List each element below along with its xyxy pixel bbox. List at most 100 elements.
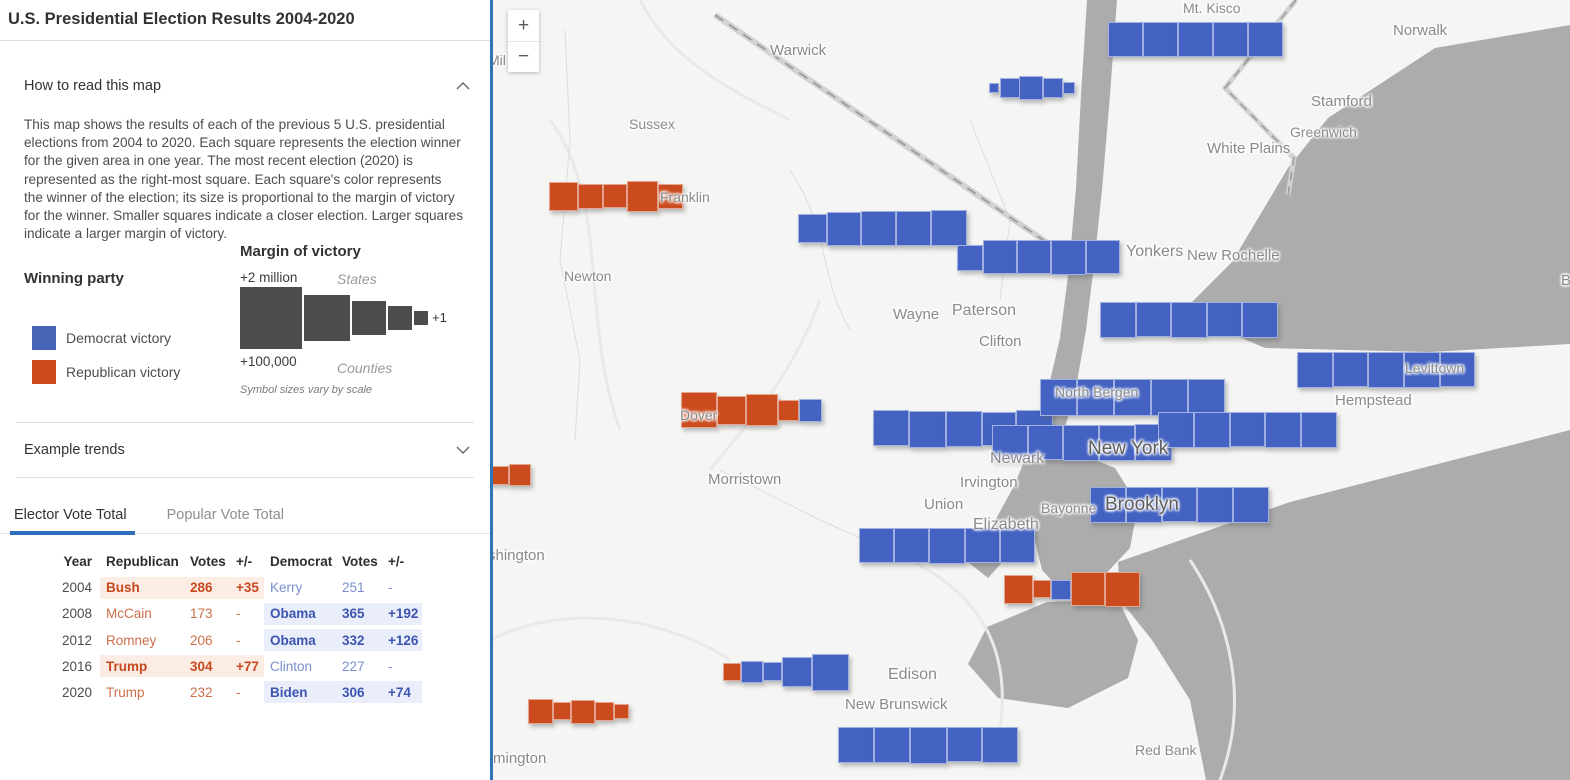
election-square-democrat[interactable]	[1043, 78, 1063, 98]
election-square-democrat[interactable]	[983, 240, 1017, 274]
election-square-democrat[interactable]	[957, 245, 983, 271]
election-square-republican[interactable]	[778, 400, 799, 421]
election-square-democrat[interactable]	[1000, 78, 1020, 98]
election-square-republican[interactable]	[1105, 572, 1140, 607]
election-square-republican[interactable]	[627, 181, 658, 212]
election-square-republican[interactable]	[1071, 572, 1105, 606]
election-square-democrat[interactable]	[1019, 76, 1043, 100]
election-square-democrat[interactable]	[1114, 379, 1151, 416]
election-square-republican[interactable]	[681, 392, 717, 428]
election-square-democrat[interactable]	[1207, 302, 1242, 337]
election-square-democrat[interactable]	[763, 662, 782, 681]
election-square-democrat[interactable]	[894, 528, 929, 563]
column-header: +/-	[388, 554, 405, 570]
election-square-democrat[interactable]	[782, 657, 812, 687]
election-square-democrat[interactable]	[910, 727, 947, 764]
election-square-democrat[interactable]	[1063, 82, 1075, 94]
election-square-democrat[interactable]	[799, 399, 822, 422]
election-square-republican[interactable]	[1033, 580, 1051, 598]
election-square-democrat[interactable]	[812, 654, 849, 691]
election-square-republican[interactable]	[509, 464, 531, 486]
election-square-democrat[interactable]	[1158, 412, 1194, 448]
election-square-democrat[interactable]	[1051, 240, 1086, 275]
election-square-democrat[interactable]	[1404, 352, 1440, 388]
election-square-democrat[interactable]	[874, 727, 910, 763]
election-square-democrat[interactable]	[873, 410, 909, 446]
election-square-democrat[interactable]	[929, 528, 965, 564]
election-square-republican[interactable]	[578, 184, 603, 209]
election-square-democrat[interactable]	[1099, 425, 1135, 461]
election-square-democrat[interactable]	[1136, 302, 1171, 337]
election-square-democrat[interactable]	[1230, 412, 1265, 447]
election-square-democrat[interactable]	[1017, 240, 1051, 274]
election-square-democrat[interactable]	[1077, 379, 1114, 416]
election-square-democrat[interactable]	[982, 727, 1018, 763]
election-square-democrat[interactable]	[838, 727, 874, 763]
election-square-democrat[interactable]	[1126, 487, 1162, 523]
election-square-republican[interactable]	[549, 182, 578, 211]
election-square-democrat[interactable]	[1178, 22, 1213, 57]
map-canvas[interactable]: Mil Warwick Mt. Kisco Norwalk Sussex Stamford…	[490, 0, 1570, 780]
election-square-democrat[interactable]	[1108, 22, 1143, 57]
election-square-republican[interactable]	[528, 699, 553, 724]
election-square-democrat[interactable]	[1100, 302, 1136, 338]
tab-elector-vote-total[interactable]: Elector Vote Total	[10, 501, 135, 536]
election-square-democrat[interactable]	[1265, 412, 1301, 448]
election-square-democrat[interactable]	[947, 727, 982, 762]
election-square-democrat[interactable]	[1440, 352, 1475, 387]
election-square-democrat[interactable]	[861, 211, 896, 246]
chevron-up-icon[interactable]	[456, 77, 470, 95]
election-square-democrat[interactable]	[1197, 487, 1233, 523]
election-square-democrat[interactable]	[931, 210, 967, 246]
zoom-out-button[interactable]: −	[508, 41, 539, 72]
election-square-republican[interactable]	[614, 704, 629, 719]
election-square-democrat[interactable]	[1086, 240, 1120, 274]
election-square-democrat[interactable]	[1000, 528, 1035, 563]
election-square-democrat[interactable]	[1090, 487, 1126, 523]
election-square-democrat[interactable]	[1063, 425, 1099, 461]
election-square-democrat[interactable]	[992, 425, 1028, 461]
election-square-democrat[interactable]	[1333, 352, 1368, 387]
election-square-democrat[interactable]	[989, 83, 999, 93]
election-square-democrat[interactable]	[741, 661, 763, 683]
election-square-democrat[interactable]	[1242, 302, 1278, 338]
election-square-democrat[interactable]	[896, 211, 931, 246]
election-square-republican[interactable]	[595, 702, 614, 721]
election-square-democrat[interactable]	[965, 528, 1000, 563]
election-square-democrat[interactable]	[1040, 379, 1077, 416]
place-label: Greenwich	[1290, 124, 1357, 140]
election-square-republican[interactable]	[571, 700, 595, 724]
election-square-republican[interactable]	[603, 184, 627, 208]
election-square-democrat[interactable]	[1162, 487, 1197, 522]
election-square-republican[interactable]	[1004, 575, 1033, 604]
election-square-democrat[interactable]	[1188, 379, 1225, 416]
election-square-democrat[interactable]	[946, 411, 982, 447]
tab-popular-vote-total[interactable]: Popular Vote Total	[166, 507, 285, 524]
election-square-democrat[interactable]	[1368, 352, 1404, 388]
election-square-democrat[interactable]	[859, 528, 894, 563]
place-label: Union	[924, 496, 964, 513]
election-square-democrat[interactable]	[1213, 22, 1248, 57]
election-square-democrat[interactable]	[1051, 580, 1071, 600]
election-square-republican[interactable]	[717, 396, 746, 425]
election-square-republican[interactable]	[723, 663, 741, 681]
election-square-democrat[interactable]	[1233, 487, 1269, 523]
election-square-republican[interactable]	[658, 184, 683, 209]
election-square-democrat[interactable]	[909, 411, 946, 448]
election-square-democrat[interactable]	[1151, 379, 1188, 416]
election-square-democrat[interactable]	[1194, 412, 1230, 448]
election-square-democrat[interactable]	[1297, 352, 1333, 388]
election-square-democrat[interactable]	[1028, 425, 1063, 460]
example-trends-header[interactable]: Example trends	[0, 423, 490, 477]
election-square-democrat[interactable]	[1301, 412, 1337, 448]
election-square-republican[interactable]	[553, 702, 571, 720]
election-square-democrat[interactable]	[798, 214, 827, 243]
election-square-democrat[interactable]	[827, 212, 861, 246]
zoom-in-button[interactable]: +	[508, 10, 539, 41]
how-to-read-header[interactable]: How to read this map	[0, 77, 490, 95]
election-square-republican[interactable]	[746, 394, 778, 426]
chevron-down-icon[interactable]	[456, 441, 470, 459]
election-square-democrat[interactable]	[1143, 22, 1178, 57]
election-square-democrat[interactable]	[1171, 302, 1207, 338]
election-square-democrat[interactable]	[1248, 22, 1283, 57]
